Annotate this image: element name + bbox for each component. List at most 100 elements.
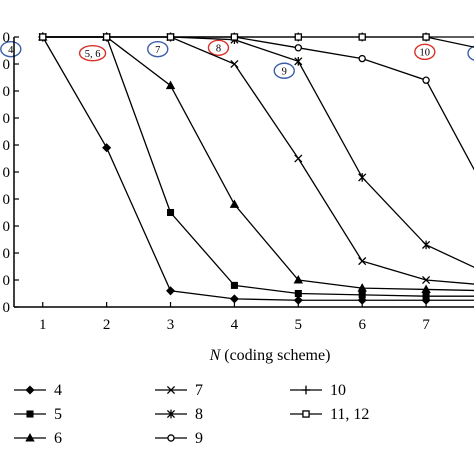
- legend-marker: [166, 385, 176, 395]
- data-point: [357, 283, 367, 292]
- annotation-label: 8: [207, 39, 230, 56]
- annotation-label: 9: [273, 62, 295, 79]
- data-point: [358, 173, 367, 182]
- x-tick-label: 3: [167, 317, 175, 333]
- legend-item: 8: [155, 406, 203, 423]
- x-tick-label: 5: [295, 317, 303, 333]
- data-point: [294, 56, 303, 66]
- annotation-text: 7: [155, 45, 160, 56]
- data-point: [294, 44, 303, 52]
- data-point: [230, 59, 239, 69]
- series-line: [42, 36, 474, 297]
- data-point: [358, 33, 366, 41]
- annotations: 4 5, 6 7 8 9 10: [0, 39, 474, 79]
- data-point: [230, 33, 239, 41]
- x-axis-title: N (coding scheme): [209, 347, 331, 364]
- legend-item: 7: [155, 382, 203, 399]
- data-point: [229, 199, 240, 208]
- y-tick-label: 0: [3, 219, 11, 235]
- data-point: [358, 54, 366, 63]
- annotation-text: 5, 6: [85, 49, 101, 60]
- annotation-label: 7: [147, 40, 169, 58]
- data-point: [358, 291, 366, 299]
- y-tick-label: 0: [3, 138, 11, 154]
- series-6: [38, 32, 474, 293]
- legend-marker: [166, 409, 176, 419]
- data-point: [422, 292, 430, 300]
- annotation-ring: [147, 40, 169, 58]
- annotation-ring: [273, 62, 295, 79]
- data-point: [39, 33, 47, 41]
- legend-marker: [302, 410, 310, 418]
- legend-marker: [25, 433, 35, 442]
- x-tick-label: 2: [103, 317, 111, 333]
- legend-item: 11, 12: [290, 406, 369, 423]
- annotation-text: 10: [420, 48, 431, 59]
- data-point: [229, 294, 239, 304]
- data-point: [166, 286, 176, 296]
- data-point: [230, 281, 238, 289]
- data-point: [422, 76, 430, 84]
- y-tick-label: 0: [3, 192, 11, 208]
- x-tick-label: 7: [422, 317, 430, 333]
- data-point: [294, 33, 303, 41]
- data-point: [358, 257, 367, 266]
- y-tick-label: 0: [3, 84, 11, 100]
- series-line: [42, 36, 474, 171]
- data-point: [421, 284, 431, 293]
- y-tick-label: 0: [3, 57, 11, 73]
- series-8: [38, 32, 474, 268]
- annotation-label: 4: [0, 40, 22, 58]
- annotation-label: 10: [414, 43, 436, 61]
- legend-label: 6: [54, 430, 62, 447]
- data-point: [166, 208, 175, 217]
- annotation-text: 9: [282, 67, 287, 78]
- legend-label: 9: [195, 430, 203, 447]
- annotation-text: 8: [216, 44, 221, 55]
- legend-item: 6: [14, 430, 62, 447]
- legend-item: 5: [14, 406, 62, 423]
- legend-item: 9: [155, 430, 203, 447]
- series-line: [42, 36, 474, 292]
- legend-label: 11, 12: [330, 406, 369, 423]
- legend-label: 4: [54, 382, 62, 399]
- y-tick-label: 0: [3, 111, 11, 127]
- annotation-ring: [467, 45, 474, 61]
- legend-label: 5: [54, 406, 62, 423]
- y-tick-label: 0: [3, 30, 11, 46]
- series-line: [42, 36, 474, 268]
- x-tick-label: 6: [358, 317, 366, 333]
- data-point: [102, 143, 112, 153]
- annotation-ring: [414, 43, 436, 61]
- data-point: [294, 289, 302, 298]
- data-point: [165, 80, 176, 90]
- legend-marker: [26, 410, 34, 418]
- annotation-ring: [207, 39, 230, 56]
- data-point: [102, 33, 111, 41]
- series-7: [38, 32, 474, 285]
- x-tick-label: 4: [231, 317, 239, 333]
- legend-item: 4: [14, 382, 62, 399]
- legend-marker: [167, 434, 175, 442]
- x-tick-label: 1: [39, 317, 47, 333]
- data-point: [293, 275, 304, 284]
- data-point: [422, 33, 430, 41]
- annotation-ring: [78, 45, 107, 62]
- legend-item: 10: [290, 382, 346, 399]
- series-line: [42, 36, 474, 301]
- legend-marker: [301, 385, 311, 395]
- series-layer: [38, 32, 474, 305]
- legend-label: 8: [195, 406, 203, 423]
- legend-marker: [25, 385, 35, 395]
- series-9: [39, 33, 474, 171]
- legend-label: 7: [195, 382, 203, 399]
- x-axis-title-rest: (coding scheme): [220, 347, 330, 364]
- y-tick-label: 0: [3, 165, 11, 181]
- axes: 0 0 0 0 0 0 0 0 0 0 0 1 2 3 4 5 6 7: [3, 30, 474, 333]
- y-tick-label: 0: [3, 246, 11, 262]
- series-11-12: [39, 33, 474, 41]
- y-tick-label: 0: [3, 300, 11, 316]
- legend-label: 10: [330, 382, 346, 399]
- annotation-text: 4: [8, 45, 14, 56]
